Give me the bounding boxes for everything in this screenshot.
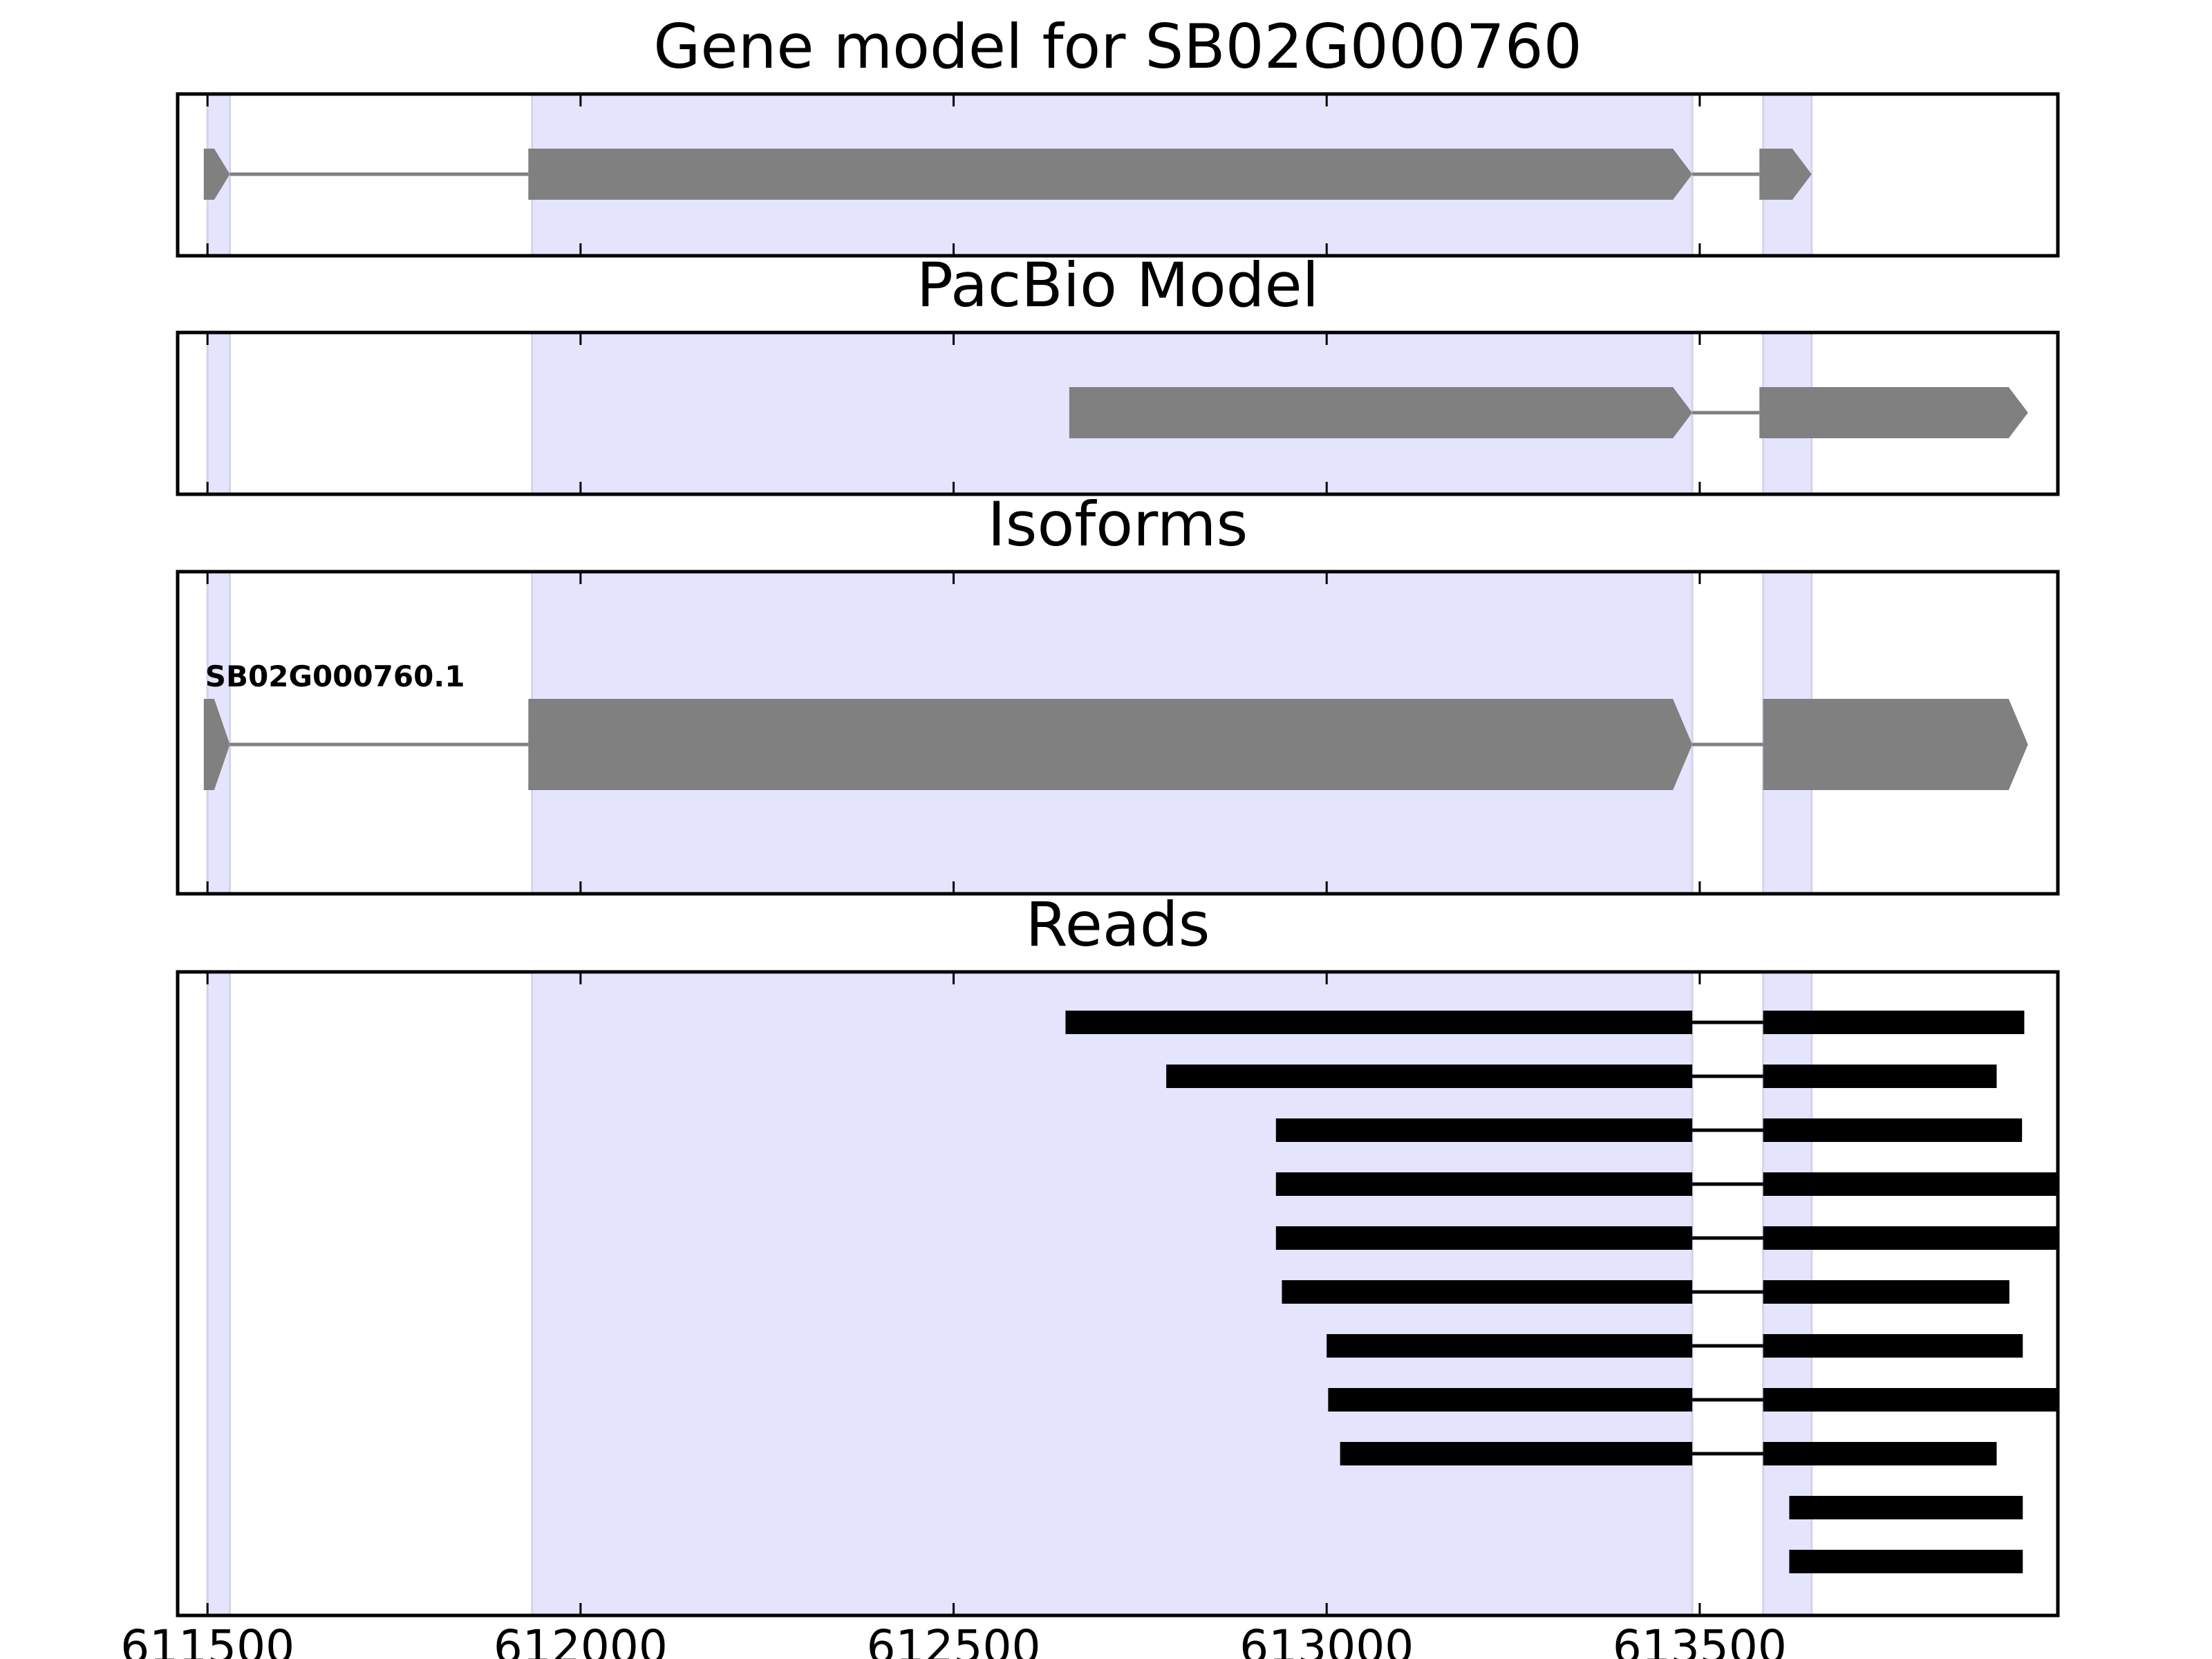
read	[1275, 1172, 2058, 1196]
exon-block	[1759, 149, 1812, 200]
read-block	[1763, 1280, 2009, 1304]
exon-block	[203, 149, 230, 200]
panel-frame	[176, 970, 2060, 1618]
panel-2: SB02G000760.1 Isoforms	[176, 489, 2060, 896]
panel-0: Gene model for SB02G000760	[176, 11, 2060, 258]
highlight-region	[206, 332, 232, 494]
read	[1282, 1280, 2009, 1304]
read-block	[1275, 1172, 1693, 1196]
panel-plot-area	[206, 332, 2028, 494]
x-tick-label: 611500	[120, 1620, 294, 1659]
read-block	[1789, 1496, 2023, 1519]
read-block	[1789, 1550, 2023, 1573]
read-block	[1166, 1065, 1693, 1088]
x-axis: 611500 612000 612500 613000 613500	[120, 1620, 1787, 1659]
read	[1789, 1550, 2023, 1573]
panel-title: Reads	[1026, 889, 1210, 960]
x-tick-label: 612000	[494, 1620, 668, 1659]
panel-frame	[176, 570, 2060, 896]
exon-block	[528, 149, 1693, 200]
read-block	[1275, 1118, 1693, 1142]
x-tick-label: 613000	[1239, 1620, 1414, 1659]
read-block	[1763, 1172, 2058, 1196]
read-block	[1282, 1280, 1693, 1304]
read	[1275, 1118, 2023, 1142]
x-tick-label: 613500	[1613, 1620, 1787, 1659]
panel-1: PacBio Model	[176, 250, 2060, 496]
read-block	[1065, 1011, 1693, 1034]
gene-feature	[1069, 387, 2028, 438]
exon-block	[203, 699, 230, 790]
read-block	[1328, 1388, 1693, 1412]
panel-plot-area	[203, 572, 2028, 894]
panel-title: Gene model for SB02G000760	[653, 11, 1582, 82]
read-block	[1763, 1118, 2023, 1142]
read	[1327, 1334, 2023, 1358]
read-block	[1340, 1442, 1693, 1465]
panel-plot-area	[203, 94, 1813, 256]
read-block	[1763, 1388, 2058, 1412]
exon-block	[1069, 387, 1693, 438]
read-block	[1275, 1226, 1693, 1250]
exon-block	[1763, 699, 2028, 790]
read-block	[1763, 1226, 2058, 1250]
read	[1328, 1388, 2058, 1412]
read-block	[1763, 1065, 1997, 1088]
exon-block	[1759, 387, 2028, 438]
highlight-region	[206, 972, 232, 1615]
panel-frame	[176, 330, 2060, 496]
read	[1065, 1011, 2025, 1034]
read-block	[1763, 1442, 1997, 1465]
panel-3: Reads	[176, 889, 2060, 1618]
read	[1789, 1496, 2023, 1519]
read	[1166, 1065, 1997, 1088]
panels: Gene model for SB02G000760 PacBio Model SB…	[176, 11, 2060, 1618]
x-tick-label: 612500	[867, 1620, 1041, 1659]
read-block	[1763, 1011, 2025, 1034]
panel-frame	[176, 92, 2060, 258]
gene-feature	[203, 149, 1812, 200]
isoform-label: SB02G000760.1	[205, 659, 465, 693]
panel-plot-area	[206, 972, 2058, 1615]
panel-title: PacBio Model	[917, 250, 1319, 321]
exon-block	[528, 699, 1693, 790]
panel-title: Isoforms	[988, 489, 1248, 560]
gene-feature	[203, 699, 2028, 790]
read-block	[1327, 1334, 1693, 1358]
read-block	[1763, 1334, 2023, 1358]
read	[1340, 1442, 1997, 1465]
read	[1275, 1226, 2058, 1250]
